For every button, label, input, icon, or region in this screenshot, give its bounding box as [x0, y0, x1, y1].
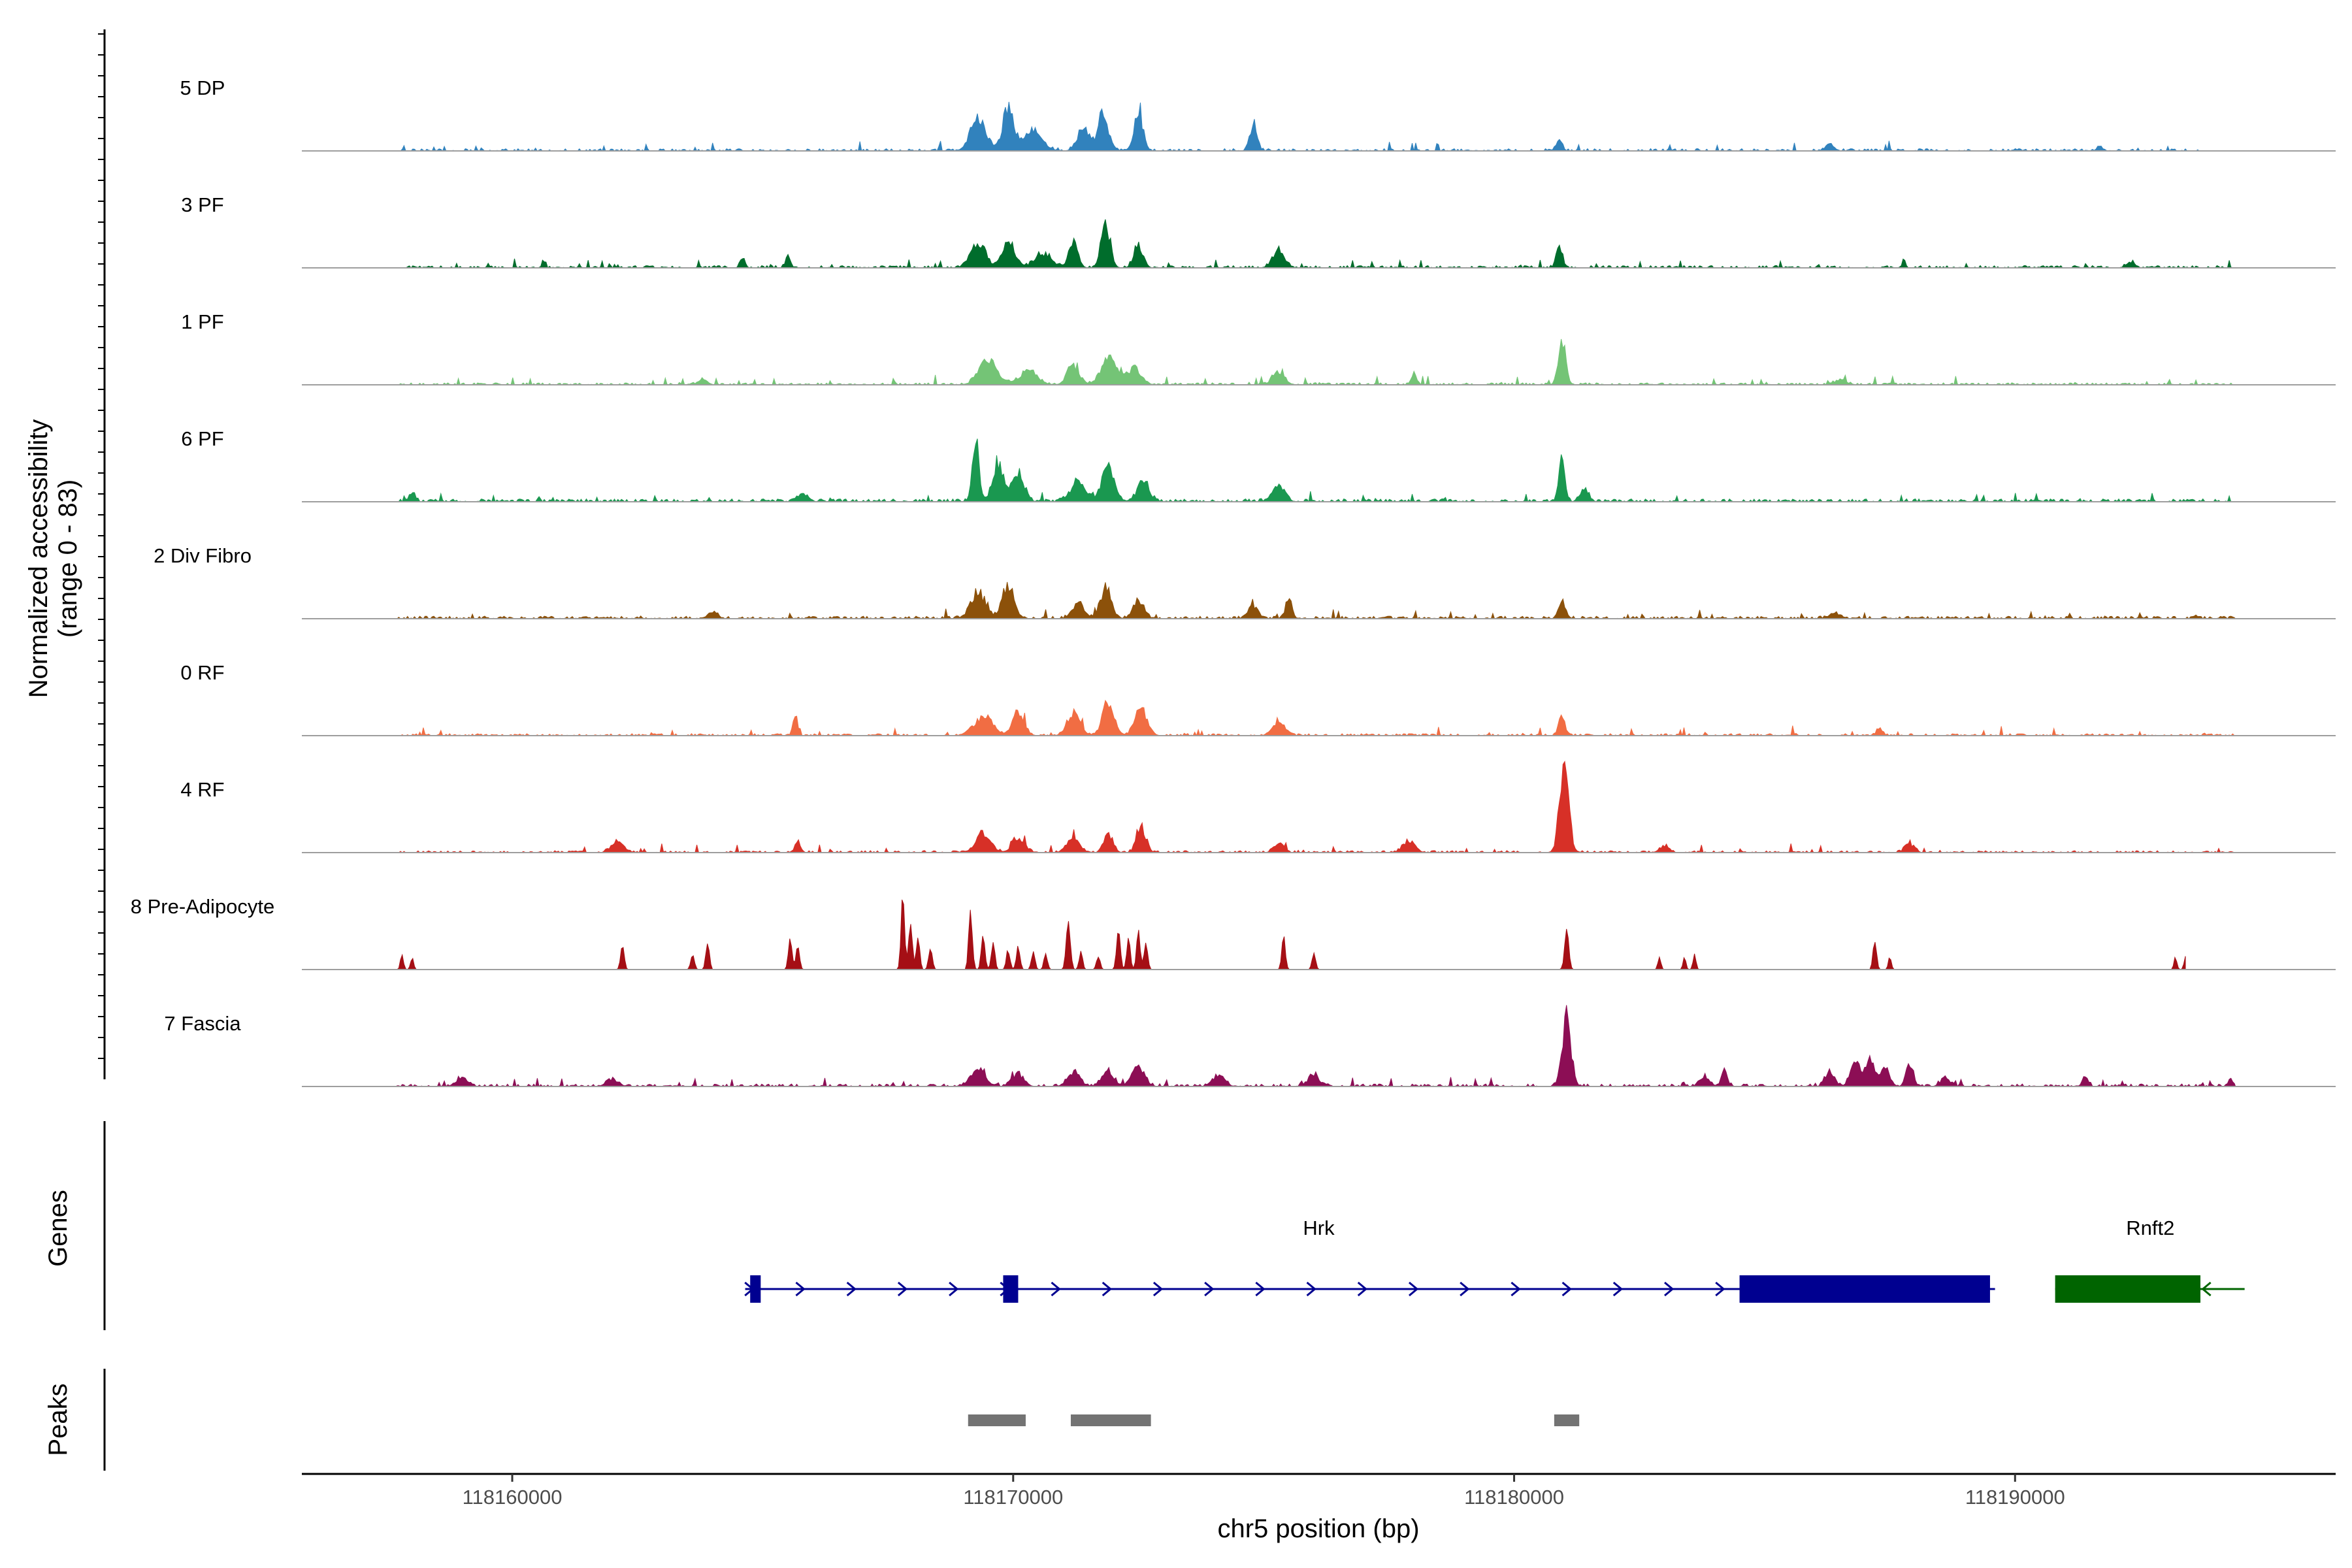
gene-exon	[1739, 1275, 1990, 1303]
gene-exon	[1003, 1275, 1019, 1303]
strand-arrow	[949, 1281, 959, 1297]
strand-arrow	[1408, 1281, 1419, 1297]
track-0: 5 DP	[180, 76, 2336, 152]
strand-arrow	[846, 1281, 857, 1297]
coverage-tracks: 5 DP 3 PF 1 PF 6 PF 2 Div Fibro 0 RF 4 RF 8 Pre…	[131, 76, 2336, 1088]
peak-region	[968, 1414, 1026, 1426]
strand-arrow	[1255, 1281, 1266, 1297]
genes-track: Genes Hrk Rnft2	[44, 1121, 2245, 1330]
track-label: 0 RF	[180, 661, 224, 684]
coverage-area	[397, 219, 2236, 269]
track-3: 6 PF	[181, 427, 2336, 503]
track-label: 5 DP	[180, 76, 225, 99]
gene-Hrk: Hrk	[744, 1217, 1995, 1303]
gene-exon	[750, 1275, 761, 1303]
coverage-area	[397, 760, 2236, 853]
peak-region	[1070, 1414, 1151, 1426]
y-axis-title-line1: Normalized accessibility	[24, 419, 53, 698]
strand-arrow	[1612, 1281, 1624, 1297]
track-label: 8 Pre-Adipocyte	[131, 895, 275, 918]
gene-exon	[2055, 1275, 2200, 1303]
strand-arrow	[1664, 1281, 1674, 1297]
peak-region	[1554, 1414, 1580, 1426]
track-label: 1 PF	[181, 310, 223, 333]
coverage-area	[397, 1005, 2236, 1088]
coverage-area	[397, 338, 2236, 386]
x-axis-title: chr5 position (bp)	[1217, 1514, 1419, 1543]
genes-track-title: Genes	[44, 1190, 73, 1267]
strand-arrow	[1306, 1281, 1316, 1297]
peaks-track: Peaks	[44, 1369, 1580, 1471]
strand-arrow	[1460, 1281, 1470, 1297]
coverage-area	[396, 581, 2236, 620]
track-5: 0 RF	[180, 661, 2336, 737]
track-6: 4 RF	[180, 760, 2336, 853]
coverage-area	[397, 438, 2236, 503]
strand-arrow	[1357, 1281, 1368, 1297]
x-axis: chr5 position (bp) 118160000 118170000 118…	[302, 1473, 2336, 1543]
track-4: 2 Div Fibro	[154, 544, 2336, 620]
strand-arrow	[1152, 1281, 1164, 1297]
track-1: 3 PF	[181, 193, 2336, 269]
x-tick-label: 118160000	[463, 1486, 563, 1509]
strand-arrow	[1715, 1281, 1725, 1297]
strand-arrow	[1511, 1281, 1521, 1297]
coverage-area	[397, 101, 2206, 152]
track-label: 3 PF	[181, 193, 223, 216]
strand-arrow	[795, 1281, 806, 1297]
gene-label: Hrk	[1303, 1217, 1335, 1239]
gene-label: Rnft2	[2126, 1217, 2174, 1239]
track-7: 8 Pre-Adipocyte	[131, 895, 2336, 970]
track-label: 2 Div Fibro	[154, 544, 252, 567]
track-label: 7 Fascia	[164, 1012, 241, 1035]
strand-arrow	[1051, 1281, 1061, 1297]
y-axis-title-line2: (range 0 - 83)	[54, 480, 82, 638]
x-tick-label: 118170000	[963, 1486, 1063, 1509]
coverage-area	[397, 699, 2236, 737]
gene-Rnft2: Rnft2	[2055, 1217, 2245, 1303]
x-tick-label: 118180000	[1464, 1486, 1564, 1509]
strand-arrow	[1561, 1281, 1572, 1297]
peaks-track-title: Peaks	[44, 1383, 73, 1456]
track-label: 4 RF	[180, 778, 224, 801]
strand-arrow	[897, 1281, 908, 1297]
y-axis-ticks	[98, 29, 106, 1079]
track-2: 1 PF	[181, 310, 2336, 386]
strand-arrow	[1102, 1281, 1113, 1297]
x-tick-label: 118190000	[1965, 1486, 2065, 1509]
strand-arrow	[1204, 1281, 1215, 1297]
y-axis-title: Normalized accessibility (range 0 - 83)	[24, 419, 82, 698]
track-8: 7 Fascia	[164, 1005, 2336, 1088]
coverage-area	[396, 900, 2186, 970]
track-label: 6 PF	[181, 427, 223, 450]
